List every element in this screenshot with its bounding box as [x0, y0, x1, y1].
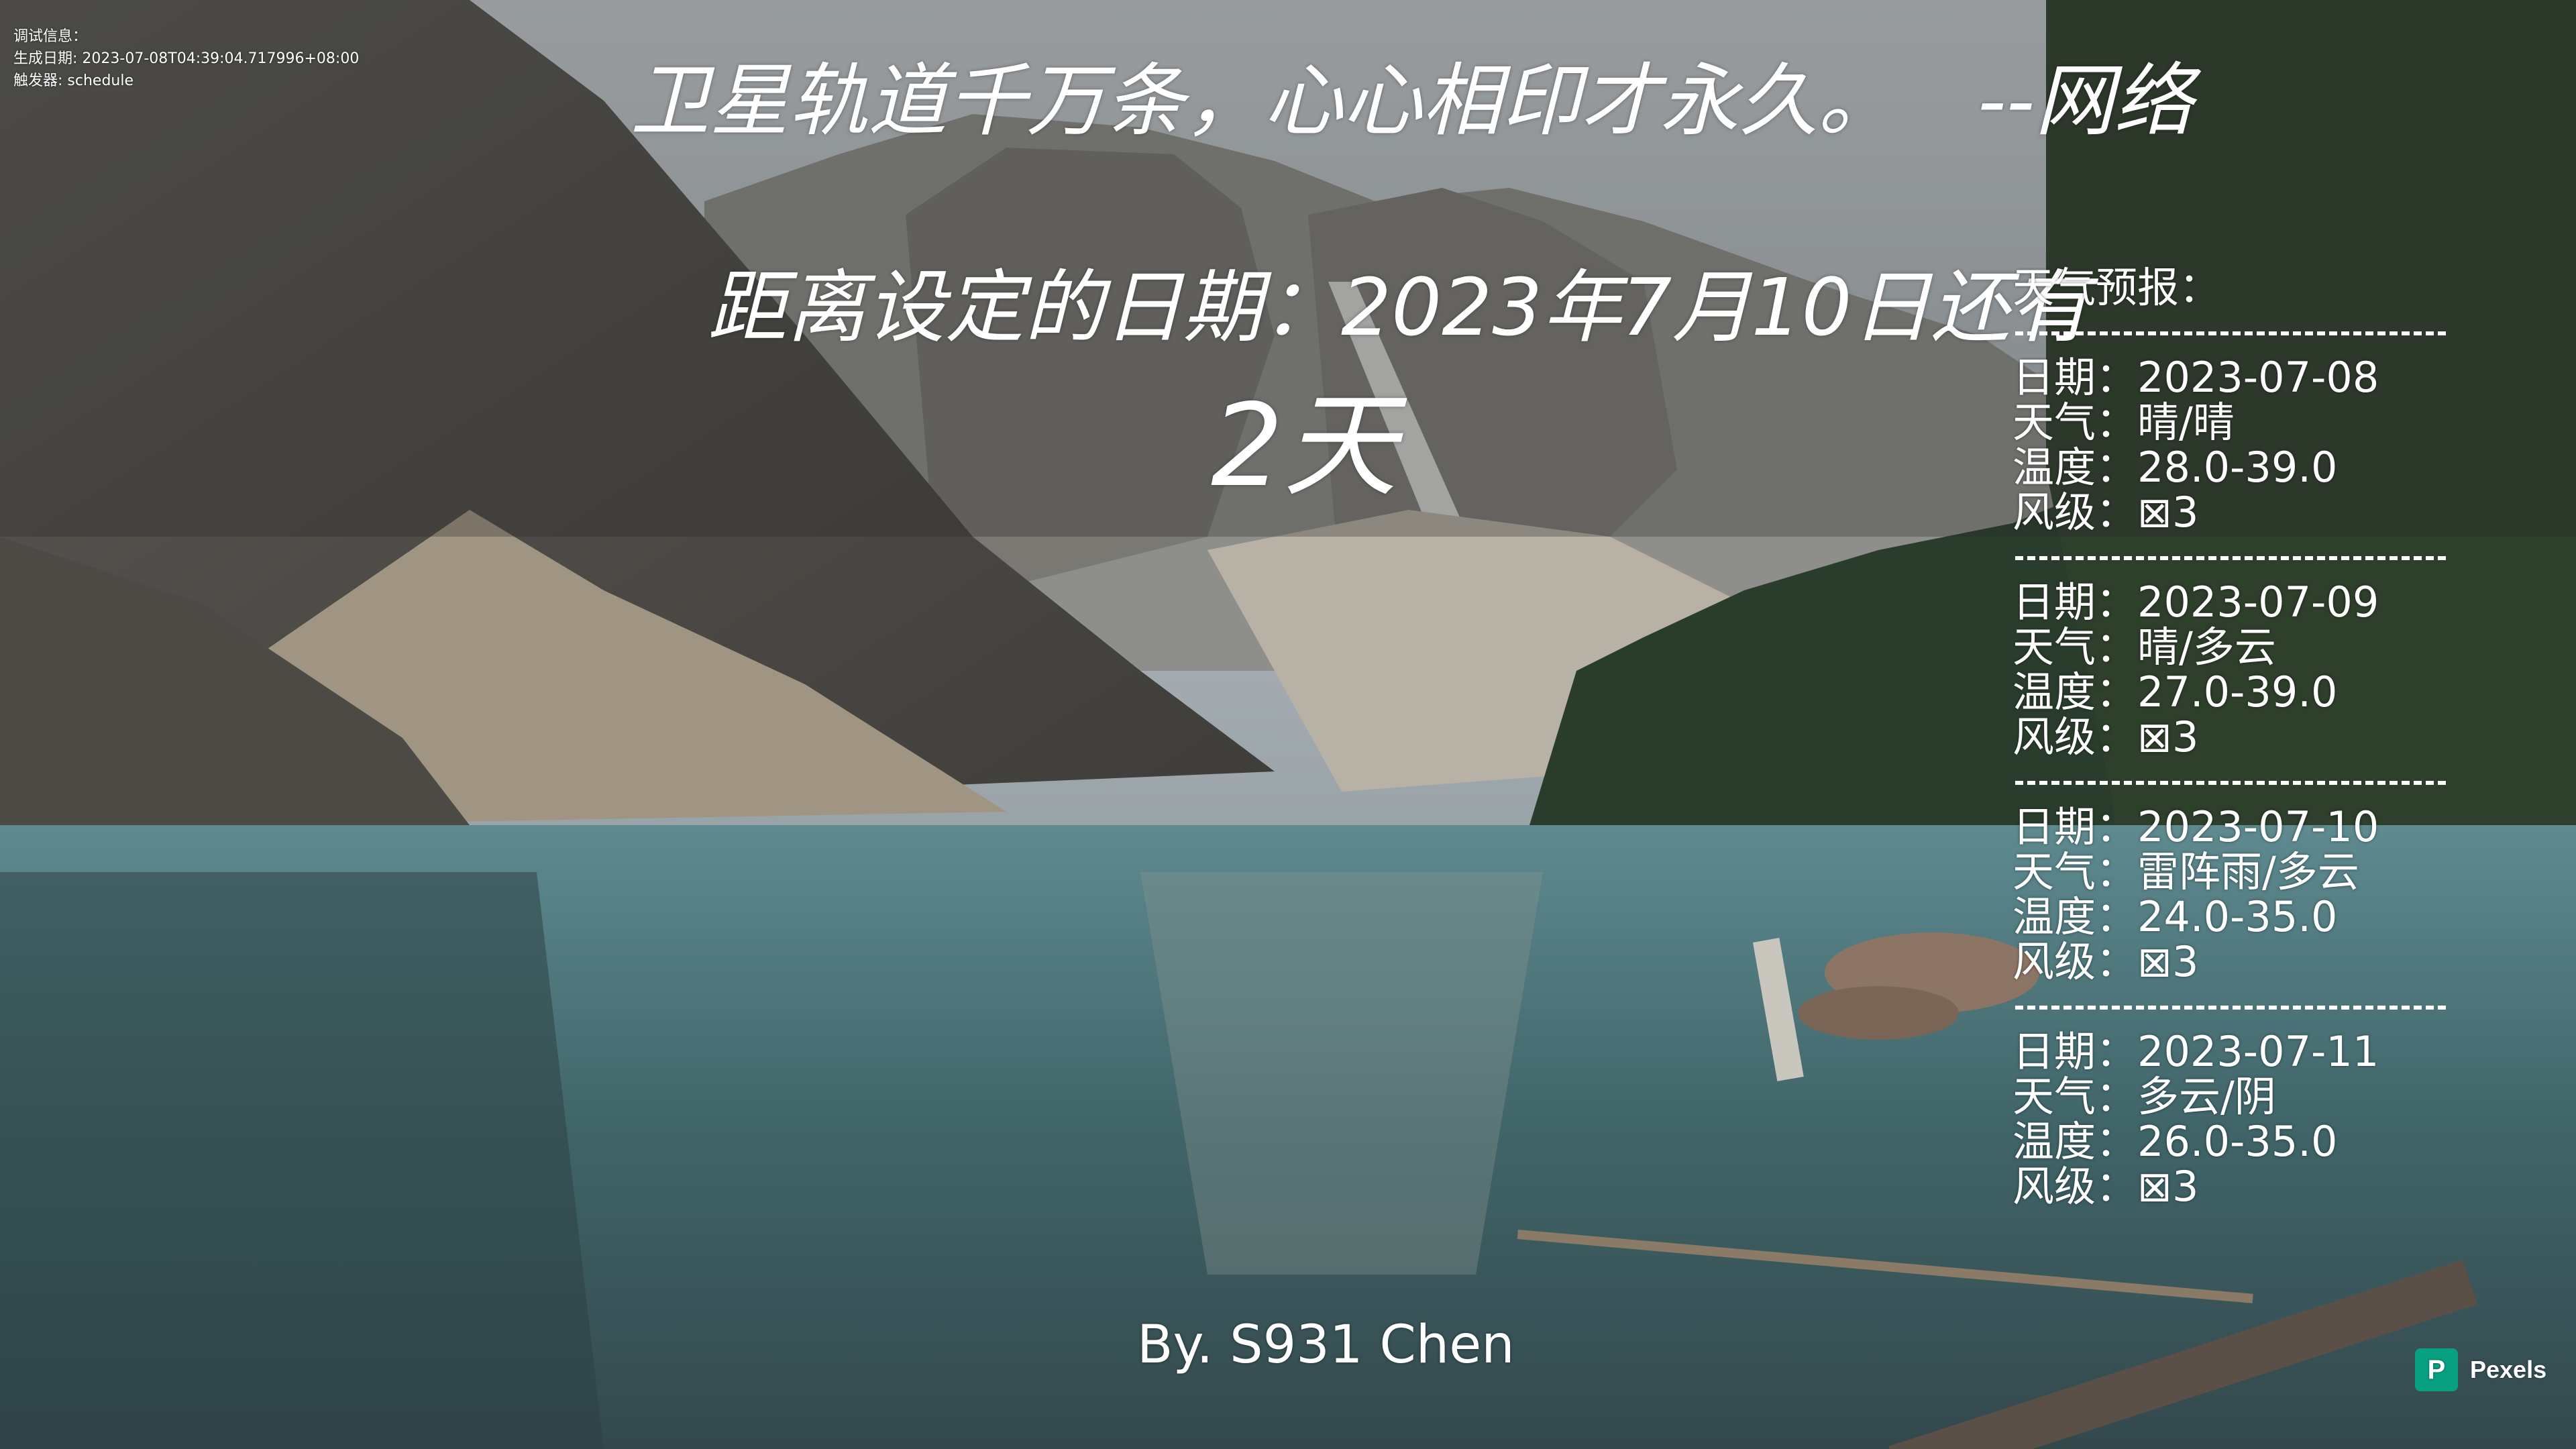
top-overlay-band: [0, 0, 2576, 537]
author-credit: By. S931 Chen: [1137, 1315, 1515, 1375]
weather-wind: 风级：⊠3: [2012, 1162, 2199, 1211]
debug-title: 调试信息：: [13, 28, 88, 45]
weather-wind: 风级：⊠3: [2012, 488, 2199, 537]
weather-temperature: 温度：26.0-35.0: [2012, 1117, 2338, 1166]
debug-generated-date: 生成日期: 2023-07-08T04:39:04.717996+08:00: [13, 50, 360, 67]
weather-temperature: 温度：24.0-35.0: [2012, 892, 2338, 941]
weather-date: 日期：2023-07-11: [2012, 1027, 2379, 1076]
weather-separator: [2012, 984, 2449, 1029]
countdown-days: 2天: [1211, 380, 1398, 513]
weather-condition: 天气：雷阵雨/多云: [2012, 847, 2359, 896]
weather-date: 日期：2023-07-09: [2012, 578, 2379, 627]
weather-forecast: 天气预报： 日期：2023-07-08 天气：晴/晴 温度：28.0-39.0 …: [2012, 265, 2449, 1209]
weather-date: 日期：2023-07-08: [2012, 353, 2379, 402]
weather-temperature: 温度：27.0-39.0: [2012, 667, 2338, 716]
quote-text: 卫星轨道千万条，心心相印才永久。: [631, 54, 1898, 147]
quote: 卫星轨道千万条，心心相印才永久。 --网络: [631, 47, 2193, 154]
quote-source: --网络: [1978, 54, 2194, 147]
weather-title: 天气预报：: [2012, 263, 2221, 312]
debug-trigger: 触发器: schedule: [13, 72, 133, 89]
weather-separator: [2012, 535, 2449, 580]
pexels-label: Pexels: [2470, 1356, 2547, 1383]
countdown-label: 距离设定的日期：2023年7月10日还有: [708, 261, 2090, 354]
debug-info: 调试信息： 生成日期: 2023-07-08T04:39:04.717996+0…: [13, 25, 359, 92]
weather-temperature: 温度：28.0-39.0: [2012, 443, 2338, 492]
pexels-watermark: P Pexels: [2415, 1348, 2546, 1391]
weather-wind: 风级：⊠3: [2012, 937, 2199, 986]
weather-condition: 天气：晴/晴: [2012, 398, 2235, 447]
weather-wind: 风级：⊠3: [2012, 712, 2199, 761]
weather-date: 日期：2023-07-10: [2012, 802, 2379, 851]
weather-condition: 天气：晴/多云: [2012, 623, 2276, 672]
weather-condition: 天气：多云/阴: [2012, 1072, 2276, 1121]
pexels-logo-icon: P: [2415, 1348, 2458, 1391]
weather-separator: [2012, 310, 2449, 355]
weather-separator: [2012, 759, 2449, 804]
